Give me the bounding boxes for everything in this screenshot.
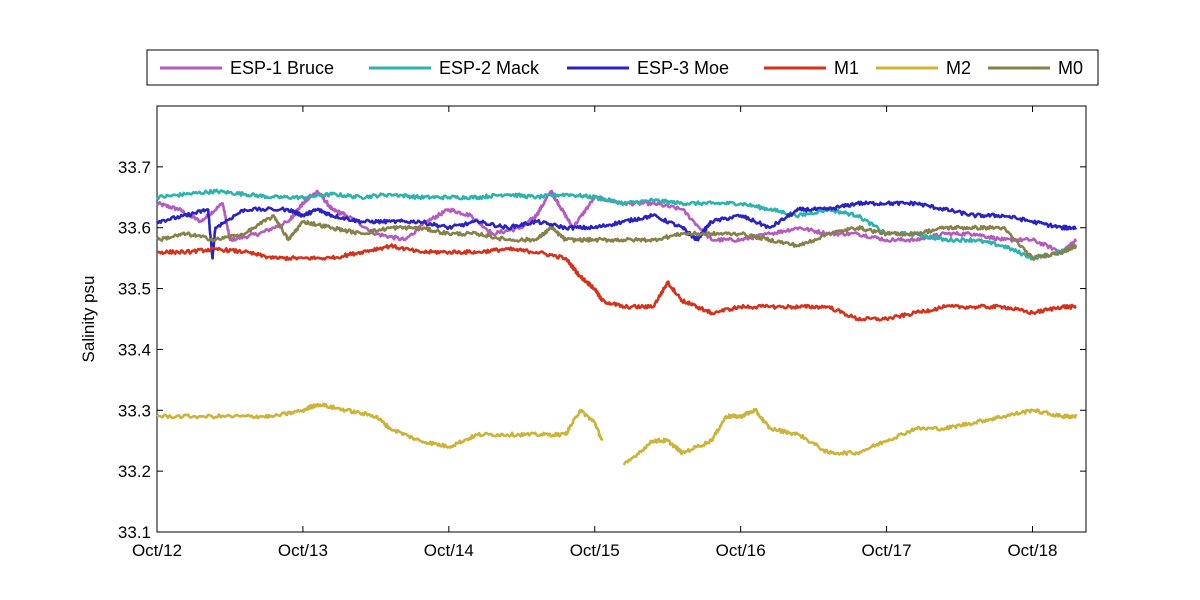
x-tick-label: Oct/15 <box>570 541 620 560</box>
y-tick-label: 33.2 <box>118 462 151 481</box>
series-line-esp-2-mack <box>155 188 1077 261</box>
x-tick-label: Oct/14 <box>424 541 474 560</box>
x-tick-label: Oct/17 <box>862 541 912 560</box>
x-tick-label: Oct/12 <box>132 541 182 560</box>
legend-label: M1 <box>834 58 859 78</box>
x-tick-label: Oct/16 <box>716 541 766 560</box>
y-axis-label: Salinity psu <box>79 276 98 363</box>
y-tick-label: 33.6 <box>118 219 151 238</box>
y-tick-label: 33.1 <box>118 523 151 542</box>
y-tick-label: 33.5 <box>118 280 151 299</box>
legend-label: M2 <box>946 58 971 78</box>
y-tick-label: 33.7 <box>118 158 151 177</box>
series-line-m2 <box>156 402 1078 466</box>
series-line-m1 <box>156 243 1077 322</box>
series-line-m0 <box>155 214 1078 261</box>
legend-label: ESP-1 Bruce <box>230 58 334 78</box>
axes-layer: 33.1 33.2 33.3 33.4 33.5 33.6 33.7 Oct/12 Oct/13… <box>118 106 1086 560</box>
series-layer <box>155 188 1078 466</box>
series-line-esp-3-moe <box>156 200 1078 260</box>
plot-area <box>156 105 1087 533</box>
legend-label: ESP-3 Moe <box>637 58 729 78</box>
legend: ESP-1 Bruce ESP-2 Mack ESP-3 Moe M1 M2 M0 <box>146 49 1099 86</box>
y-tick-label: 33.3 <box>118 401 151 420</box>
x-tick-label: Oct/13 <box>278 541 328 560</box>
legend-label: M0 <box>1058 58 1083 78</box>
legend-label: ESP-2 Mack <box>439 58 540 78</box>
x-tick-label: Oct/18 <box>1007 541 1057 560</box>
y-tick-label: 33.4 <box>118 340 151 359</box>
